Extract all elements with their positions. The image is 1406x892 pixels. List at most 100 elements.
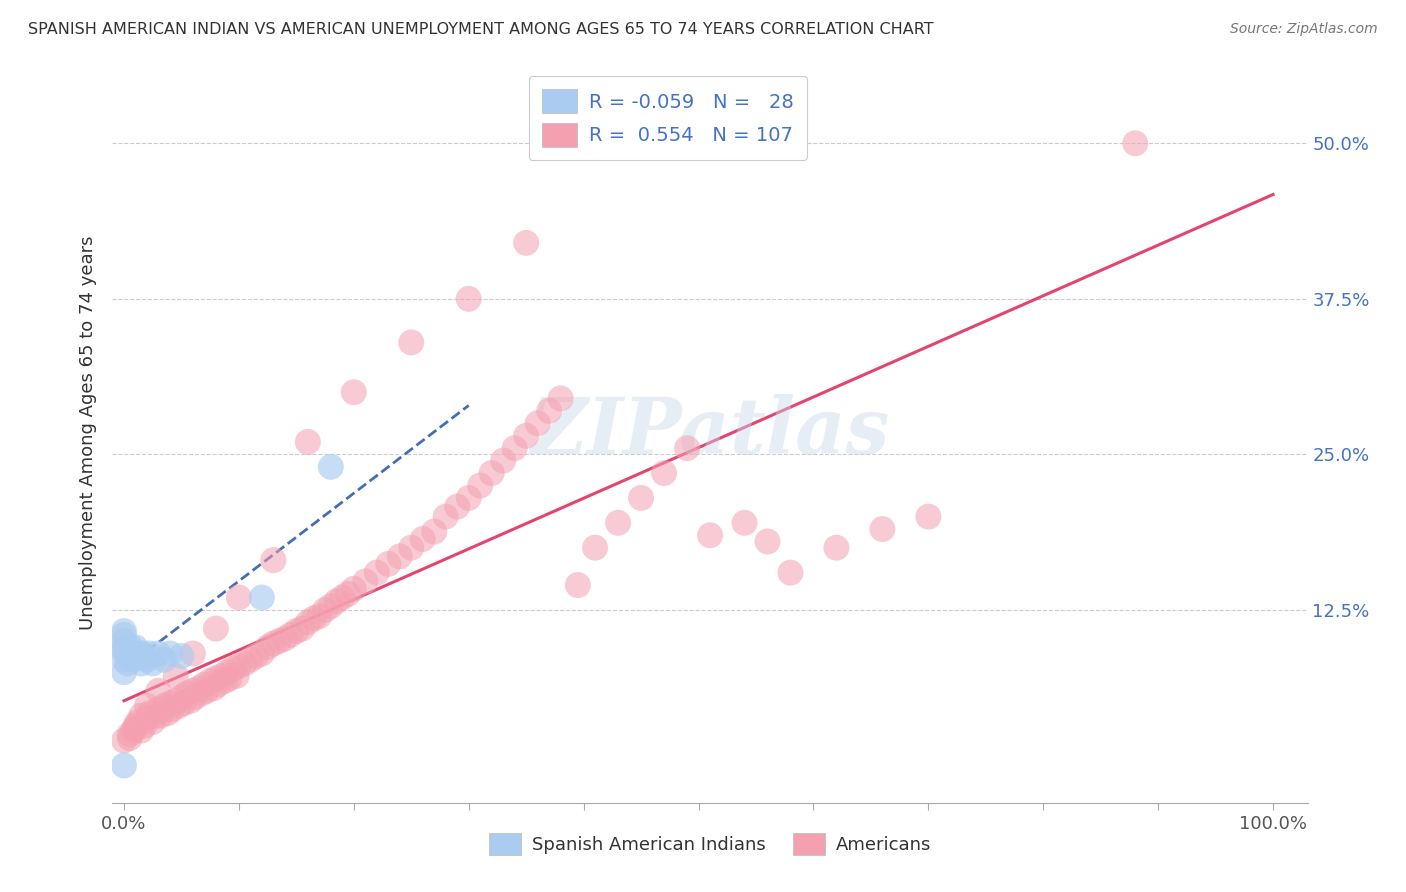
Point — [550, 392, 572, 406]
Point — [607, 516, 630, 530]
Point — [112, 733, 135, 747]
Legend: Spanish American Indians, Americans: Spanish American Indians, Americans — [477, 821, 943, 868]
Point — [145, 708, 167, 723]
Point — [401, 541, 423, 555]
Point — [630, 491, 652, 505]
Point — [214, 673, 236, 688]
Point — [134, 648, 156, 663]
Y-axis label: Unemployment Among Ages 65 to 74 years: Unemployment Among Ages 65 to 74 years — [79, 235, 97, 630]
Point — [446, 500, 468, 514]
Point — [148, 702, 170, 716]
Point — [503, 441, 526, 455]
Point — [302, 612, 325, 626]
Point — [401, 335, 423, 350]
Point — [181, 683, 204, 698]
Point — [112, 628, 135, 642]
Point — [262, 553, 284, 567]
Point — [112, 634, 135, 648]
Point — [112, 640, 135, 655]
Point — [481, 466, 503, 480]
Point — [217, 665, 239, 680]
Point — [149, 708, 172, 723]
Point — [515, 428, 537, 442]
Point — [291, 622, 314, 636]
Point — [225, 669, 247, 683]
Point — [319, 459, 342, 474]
Point — [423, 524, 446, 539]
Point — [676, 441, 699, 455]
Text: Source: ZipAtlas.com: Source: ZipAtlas.com — [1230, 22, 1378, 37]
Point — [202, 681, 225, 696]
Point — [136, 711, 159, 725]
Point — [112, 644, 135, 658]
Point — [112, 653, 135, 667]
Point — [872, 522, 894, 536]
Point — [205, 622, 228, 636]
Point — [330, 591, 353, 605]
Point — [377, 557, 399, 571]
Point — [256, 640, 278, 655]
Point — [825, 541, 848, 555]
Point — [112, 758, 135, 772]
Point — [1123, 136, 1146, 151]
Point — [652, 466, 675, 480]
Point — [325, 594, 347, 608]
Point — [159, 696, 181, 710]
Point — [124, 640, 146, 655]
Point — [211, 669, 233, 683]
Point — [134, 719, 156, 733]
Point — [117, 647, 139, 661]
Point — [699, 528, 721, 542]
Point — [285, 624, 308, 638]
Point — [228, 591, 250, 605]
Point — [180, 694, 202, 708]
Point — [124, 721, 146, 735]
Point — [118, 727, 141, 741]
Point — [176, 686, 198, 700]
Point — [124, 647, 146, 661]
Point — [274, 632, 297, 646]
Point — [156, 706, 179, 721]
Text: SPANISH AMERICAN INDIAN VS AMERICAN UNEMPLOYMENT AMONG AGES 65 TO 74 YEARS CORRE: SPANISH AMERICAN INDIAN VS AMERICAN UNEM… — [28, 22, 934, 37]
Point — [129, 723, 152, 738]
Point — [337, 587, 360, 601]
Point — [159, 647, 181, 661]
Point — [280, 628, 302, 642]
Point — [457, 491, 479, 505]
Point — [583, 541, 606, 555]
Point — [297, 615, 319, 630]
Point — [138, 647, 160, 661]
Point — [195, 683, 218, 698]
Point — [250, 647, 273, 661]
Point — [434, 509, 457, 524]
Point — [142, 657, 165, 671]
Point — [207, 677, 229, 691]
Point — [122, 723, 145, 738]
Point — [129, 657, 152, 671]
Point — [162, 702, 183, 716]
Point — [191, 686, 214, 700]
Point — [917, 509, 939, 524]
Point — [148, 647, 170, 661]
Point — [112, 665, 135, 680]
Point — [319, 599, 342, 614]
Point — [120, 640, 142, 655]
Point — [170, 648, 193, 663]
Point — [118, 648, 141, 663]
Point — [136, 698, 159, 713]
Point — [198, 673, 221, 688]
Point — [250, 591, 273, 605]
Point — [245, 648, 267, 663]
Point — [308, 609, 330, 624]
Point — [779, 566, 801, 580]
Point — [122, 653, 145, 667]
Point — [173, 696, 195, 710]
Point — [343, 582, 366, 596]
Text: ZIPatlas: ZIPatlas — [530, 394, 890, 471]
Point — [127, 648, 149, 663]
Point — [170, 690, 193, 704]
Point — [538, 404, 561, 418]
Point — [343, 385, 366, 400]
Point — [131, 647, 153, 661]
Point — [205, 672, 228, 686]
